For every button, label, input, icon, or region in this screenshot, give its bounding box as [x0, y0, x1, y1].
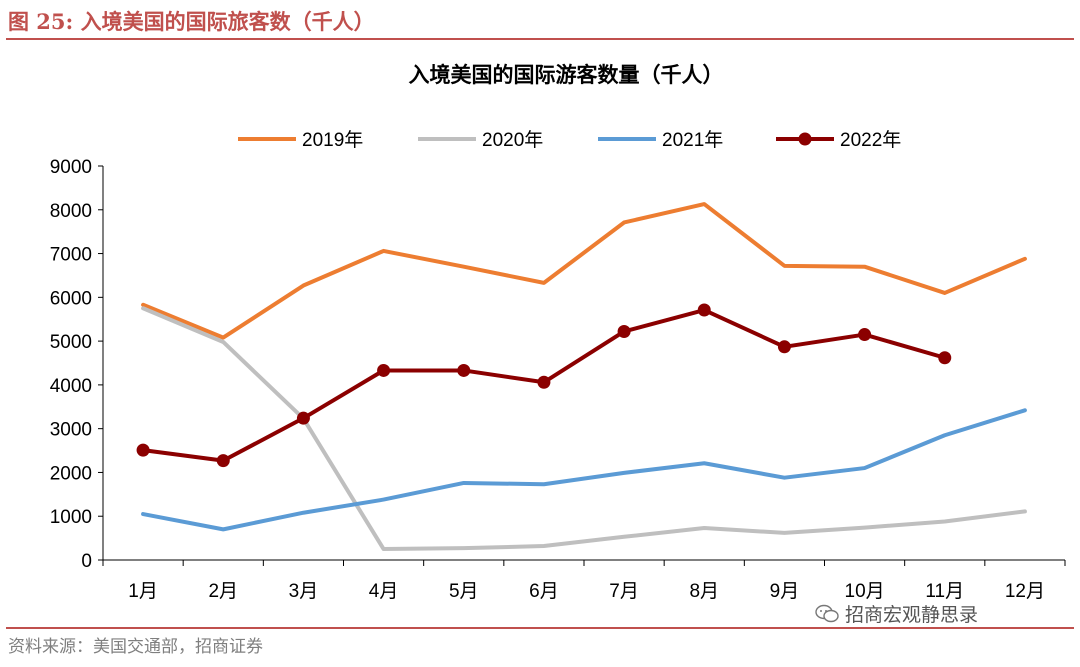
x-tick-label: 12月 — [1005, 581, 1045, 602]
figure-title: 图 25: 入境美国的国际旅客数（千人） — [8, 9, 375, 34]
data-point-2022年 — [296, 411, 310, 425]
x-tick-label: 5月 — [449, 581, 479, 602]
series-line-2019年 — [141, 202, 1027, 340]
x-tick-label: 9月 — [770, 581, 800, 602]
data-point-2022年 — [697, 303, 711, 317]
y-tick-label: 1000 — [50, 507, 92, 528]
series-line-2020年 — [141, 306, 1027, 552]
x-tick-label: 8月 — [689, 581, 719, 602]
y-tick-label: 2000 — [50, 463, 92, 484]
data-point-2022年 — [216, 454, 230, 468]
header-rule — [6, 38, 1074, 40]
x-tick-label: 4月 — [369, 581, 399, 602]
data-point-2022年 — [617, 324, 631, 338]
data-point-2022年 — [377, 363, 391, 377]
y-tick-label: 7000 — [50, 245, 92, 266]
watermark-text: 招商宏观静思录 — [845, 604, 979, 626]
chart-title: 入境美国的国际游客数量（千人） — [409, 62, 724, 87]
data-point-2022年 — [858, 328, 872, 342]
y-tick-label: 6000 — [50, 288, 92, 309]
y-tick-label: 9000 — [50, 157, 92, 178]
data-point-2022年 — [537, 375, 551, 389]
y-tick-label: 3000 — [50, 420, 92, 441]
y-tick-label: 5000 — [50, 332, 92, 353]
series-line-2021年 — [141, 408, 1027, 532]
x-tick-label: 6月 — [529, 581, 559, 602]
x-tick-label: 2月 — [208, 581, 238, 602]
source-note: 资料来源：美国交通部，招商证券 — [8, 637, 263, 657]
watermark: 招商宏观静思录 — [815, 600, 978, 627]
x-tick-label: 11月 — [925, 581, 964, 602]
legend-marker-2022年 — [798, 132, 812, 146]
y-tick-label: 8000 — [50, 201, 92, 222]
y-tick-label: 0 — [81, 551, 92, 572]
x-tick-label: 7月 — [609, 581, 639, 602]
x-tick-label: 1月 — [128, 581, 158, 602]
wechat-icon — [815, 604, 839, 622]
x-tick-label: 3月 — [289, 581, 319, 602]
figure-header: 图 25: 入境美国的国际旅客数（千人） — [0, 0, 1080, 40]
legend-label: 2022年 — [840, 129, 901, 151]
y-tick-label: 4000 — [50, 376, 92, 397]
legend-label: 2021年 — [662, 129, 723, 151]
legend-label: 2019年 — [302, 129, 363, 151]
data-point-2022年 — [938, 351, 952, 365]
data-point-2022年 — [136, 443, 150, 457]
data-point-2022年 — [777, 340, 791, 354]
x-tick-label: 10月 — [845, 581, 885, 602]
footer-rule — [6, 627, 1074, 629]
data-point-2022年 — [457, 363, 471, 377]
legend-label: 2020年 — [482, 129, 543, 151]
